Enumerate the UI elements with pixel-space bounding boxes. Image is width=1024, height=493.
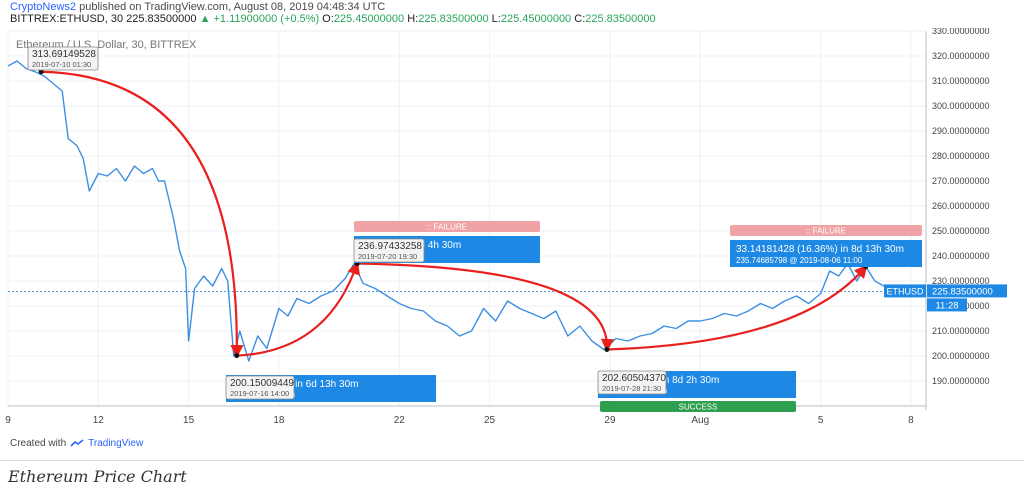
y-tick-label: 300.00000000 [932,101,990,111]
point-label-date: 2019-07-20 19:30 [358,252,417,261]
y-tick-label: 240.00000000 [932,251,990,261]
point-label [225,375,295,400]
x-tick-label: 25 [484,415,496,426]
y-tick-label: 250.00000000 [932,226,990,236]
pivot-point [38,69,44,75]
measure-box-date: 235.74685798 @ 2019-08-06 11:00 [736,256,863,265]
x-tick-label: 29 [604,415,616,426]
y-tick-label: 200.00000000 [932,351,990,361]
close-value: 225.83500000 [585,13,656,25]
low-label: L: [491,13,501,25]
x-tick-label: 22 [394,415,406,426]
point-label [597,370,667,395]
publisher-link[interactable]: CryptoNews2 [10,1,77,13]
plot-area [8,31,926,406]
point-label-date: 2019-07-10 01:30 [32,60,91,69]
y-tick-label: 310.00000000 [932,76,990,86]
last-price: 225.83500000 [126,13,197,25]
symbol-tag-label: ETHUSD [886,286,924,296]
measure-box-text: 33.14181428 (16.36%) in 8d 13h 30m [736,244,904,255]
high-label: H: [407,13,419,25]
symbol-label: BITTREX:ETHUSD, 30 [10,13,124,25]
y-tick-label: 330.00000000 [932,28,990,36]
current-price-tag-label: 225.83500000 [932,286,993,297]
failure-banner-label: :: FAILURE [806,227,846,236]
x-tick-label: 15 [183,415,195,426]
high-value: 225.83500000 [418,13,489,25]
x-tick-label: 9 [5,415,11,426]
x-tick-label: Aug [691,415,709,426]
open-label: O: [322,13,334,25]
y-tick-label: 230.00000000 [932,276,990,286]
measure-box-text: 74 (−36.49%) in 6d 13h 30m [232,379,358,390]
y-tick-label: 320.00000000 [932,51,990,61]
y-tick-label: 270.00000000 [932,176,990,186]
created-with-label: Created with [10,438,67,449]
divider [0,460,1024,461]
close-label: C: [574,13,586,25]
tradingview-logo-icon [70,439,84,448]
open-value: 225.45000000 [333,13,405,25]
point-label-date: 2019-07-28 21:30 [602,384,661,393]
point-label-price: 236.97433258 [358,241,422,252]
publish-info: CryptoNews2 published on TradingView.com… [10,1,385,13]
point-label [353,238,425,263]
measure-box [730,240,922,267]
tradingview-link[interactable]: TradingView [88,438,144,449]
change-value: ▲ +1.11900000 (+0.5%) [199,13,320,25]
point-label-price: 200.15009449 [230,378,294,389]
point-label [27,46,99,71]
y-tick-label: 290.00000000 [932,126,990,136]
failure-banner-label: :: FAILURE [427,223,467,232]
trend-arrow [236,261,360,357]
y-tick-label: 280.00000000 [932,151,990,161]
x-tick-label: 18 [273,415,285,426]
trend-arrow [357,262,615,353]
failure-banner [730,225,922,236]
failure-banner [354,221,540,232]
point-label-price: 313.69149528 [32,49,96,60]
y-tick-label: 210.00000000 [932,326,990,336]
point-label-date: 2019-07-16 14:00 [230,389,289,398]
price-chart[interactable]: 330.00000000 320.00000000 310.00000000 300.… [0,28,1024,433]
price-line [7,60,927,362]
ohlc-bar: BITTREX:ETHUSD, 30 225.83500000 ▲ +1.119… [10,13,656,25]
y-tick-label: 190.00000000 [932,376,990,386]
pivot-point [604,346,610,352]
current-price-tag [927,284,1007,298]
success-banner [600,401,796,412]
y-tick-label: 260.00000000 [932,201,990,211]
symbol-tag [884,284,926,298]
pivot-point [234,353,240,359]
x-tick-label: 8 [908,415,914,426]
point-label-price: 202.60504370 [602,373,666,384]
x-tick-label: 5 [818,415,824,426]
x-tick-label: 12 [93,415,105,426]
created-with: Created with TradingView [10,438,143,449]
trend-arrow [606,264,868,351]
countdown-tag [927,298,967,312]
low-value: 225.45000000 [500,13,572,25]
publish-text: published on TradingView.com, August 08,… [76,1,386,13]
chart-caption: Ethereum Price Chart [8,467,187,486]
success-banner-label: SUCCESS [679,403,718,412]
countdown-tag-label: 11:28 [935,300,958,311]
trend-arrow [41,70,244,359]
